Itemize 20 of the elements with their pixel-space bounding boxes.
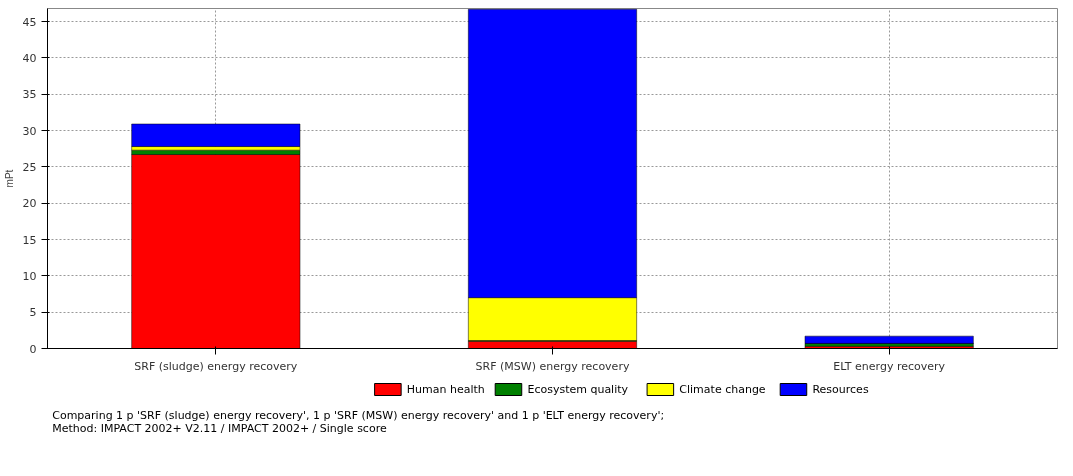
y-tick-label: 30 (22, 124, 37, 138)
legend-label: Ecosystem quality (527, 383, 629, 396)
y-tick-label: 15 (22, 233, 37, 247)
y-tick-label: 35 (22, 88, 37, 102)
y-tick-label: 45 (22, 15, 37, 29)
legend-label: Climate change (679, 383, 766, 396)
x-tick-label: SRF (sludge) energy recovery (134, 359, 298, 373)
y-axis-title: mPt (3, 169, 15, 188)
y-tick-label: 40 (22, 51, 37, 65)
text: Comparing 1 p 'SRF (sludge) energy recovery', 1 p 'SRF (MSW) energy recovery' and 1 p 'ELT energy recovery'; (52, 409, 665, 422)
y-tick-label: 25 (22, 160, 37, 174)
x-tick-label: ELT energy recovery (833, 359, 946, 373)
y-tick-label: 10 (22, 269, 37, 283)
y-tick-label: 0 (29, 342, 37, 356)
text: Method: IMPACT 2002+ V2.11 / IMPACT 2002+ / Single score (52, 422, 387, 435)
y-tick-label: 20 (22, 197, 37, 211)
legend-label: Resources (812, 383, 869, 396)
x-tick-label: SRF (MSW) energy recovery (475, 359, 630, 373)
y-tick-label: 5 (29, 306, 37, 320)
legend-label: Human health (406, 383, 485, 396)
